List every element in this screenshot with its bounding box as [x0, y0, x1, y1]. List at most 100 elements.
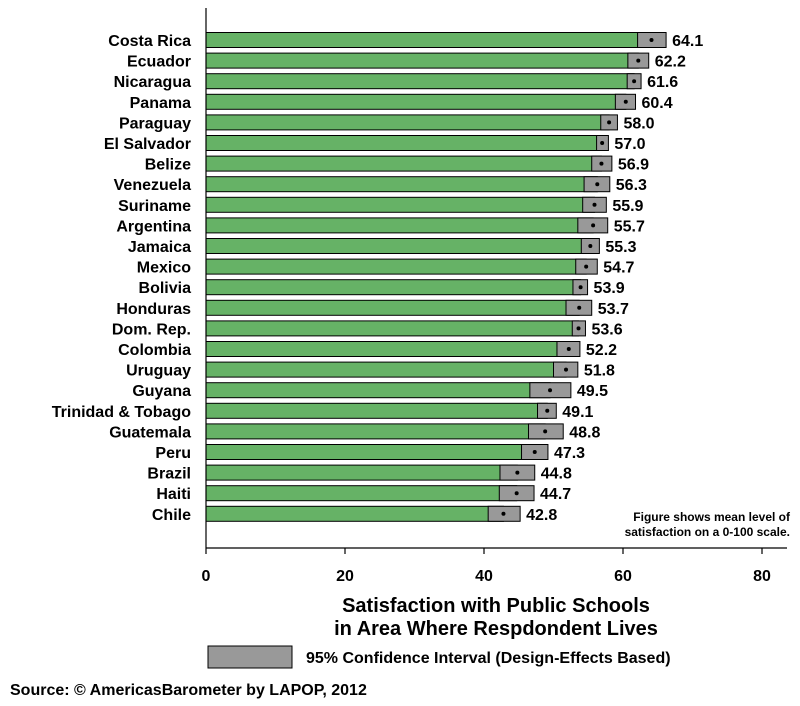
category-label-honduras: Honduras — [116, 301, 191, 318]
mean-dot-chile — [501, 511, 506, 516]
value-label-paraguay: 58.0 — [623, 115, 654, 132]
category-label-suriname: Suriname — [118, 198, 191, 215]
mean-dot-argentina — [591, 223, 596, 228]
mean-dot-nicaragua — [632, 79, 637, 84]
value-label-haiti: 44.7 — [540, 486, 571, 503]
value-label-bolivia: 53.9 — [594, 280, 625, 297]
bar-bolivia — [205, 279, 582, 296]
bar-guatemala — [205, 423, 546, 440]
legend-label: 95% Confidence Interval (Design-Effects … — [306, 650, 671, 667]
value-label-panama: 60.4 — [642, 95, 673, 112]
value-label-dom-rep: 53.6 — [591, 321, 622, 338]
category-label-trinidad-tobago: Trinidad & Tobago — [52, 404, 191, 421]
mean-dot-guatemala — [543, 429, 548, 434]
category-label-paraguay: Paraguay — [119, 115, 191, 132]
mean-dot-guyana — [548, 388, 553, 393]
mean-dot-trinidad-tobago — [545, 408, 550, 413]
mean-dot-honduras — [577, 305, 582, 310]
category-label-haiti: Haiti — [156, 486, 191, 503]
value-label-guyana: 49.5 — [577, 383, 608, 400]
bar-argentina — [205, 217, 594, 234]
bar-jamaica — [205, 238, 591, 254]
x-tick-label-60: 60 — [614, 568, 632, 585]
bar-mexico — [205, 258, 587, 275]
category-label-colombia: Colombia — [118, 342, 191, 359]
mean-dot-bolivia — [578, 285, 583, 290]
mean-dot-brazil — [515, 470, 520, 475]
mean-dot-peru — [532, 450, 537, 454]
category-label-chile: Chile — [152, 507, 191, 524]
value-label-suriname: 55.9 — [612, 198, 643, 215]
mean-dot-ecuador — [636, 58, 641, 63]
bar-paraguay — [205, 114, 610, 131]
category-label-el-salvador: El Salvador — [104, 136, 191, 153]
x-tick-label-40: 40 — [475, 568, 493, 585]
bar-colombia — [205, 341, 570, 357]
category-label-venezuela: Venezuela — [114, 177, 191, 194]
bar-trinidad-tobago — [205, 402, 548, 419]
value-label-guatemala: 48.8 — [569, 424, 600, 441]
bar-honduras — [205, 299, 580, 316]
bar-nicaragua — [205, 73, 635, 90]
figure-note-line1: Figure shows mean level of — [633, 510, 791, 524]
category-label-guyana: Guyana — [132, 383, 191, 400]
figure-note-line2: satisfaction on a 0-100 scale. — [625, 525, 790, 539]
bar-brazil — [205, 464, 518, 481]
category-label-costa-rica: Costa Rica — [108, 33, 191, 50]
bar-ecuador — [205, 52, 639, 69]
category-label-belize: Belize — [145, 157, 191, 174]
x-axis-title-line1: Satisfaction with Public Schools — [342, 595, 650, 617]
category-label-brazil: Brazil — [147, 466, 191, 483]
bar-suriname — [205, 196, 596, 213]
mean-dot-costa-rica — [649, 38, 654, 42]
mean-dot-jamaica — [588, 244, 593, 248]
mean-dot-haiti — [514, 491, 519, 496]
value-label-chile: 42.8 — [526, 507, 557, 524]
value-label-peru: 47.3 — [554, 445, 585, 462]
source-note: Source: © AmericasBarometer by LAPOP, 20… — [10, 682, 367, 699]
bar-guyana — [205, 382, 551, 399]
value-label-venezuela: 56.3 — [616, 177, 647, 194]
category-label-jamaica: Jamaica — [128, 239, 191, 256]
bar-panama — [205, 93, 627, 110]
value-label-belize: 56.9 — [618, 157, 649, 174]
bar-venezuela — [205, 176, 598, 193]
value-label-honduras: 53.7 — [598, 301, 629, 318]
bar-peru — [205, 444, 536, 460]
mean-dot-mexico — [584, 264, 589, 269]
value-label-jamaica: 55.3 — [605, 239, 636, 256]
bar-uruguay — [205, 361, 567, 378]
bar-haiti — [205, 485, 518, 502]
x-tick-label-20: 20 — [336, 568, 354, 585]
category-label-peru: Peru — [155, 445, 191, 462]
bar-el-salvador — [205, 135, 603, 151]
category-label-ecuador: Ecuador — [127, 54, 191, 71]
mean-dot-el-salvador — [600, 141, 605, 145]
category-label-uruguay: Uruguay — [126, 363, 191, 380]
value-label-costa-rica: 64.1 — [672, 33, 703, 50]
x-tick-label-80: 80 — [753, 568, 771, 585]
mean-dot-paraguay — [607, 120, 612, 125]
category-label-guatemala: Guatemala — [109, 424, 191, 441]
bar-costa-rica — [205, 32, 652, 48]
mean-dot-suriname — [592, 202, 597, 207]
bar-belize — [205, 155, 602, 172]
value-label-brazil: 44.8 — [541, 466, 572, 483]
value-label-ecuador: 62.2 — [655, 54, 686, 71]
category-label-bolivia: Bolivia — [139, 280, 192, 297]
value-label-colombia: 52.2 — [586, 342, 617, 359]
value-label-mexico: 54.7 — [603, 260, 634, 277]
mean-dot-panama — [623, 99, 628, 104]
mean-dot-colombia — [566, 347, 571, 351]
category-label-dom-rep: Dom. Rep. — [112, 321, 191, 338]
mean-dot-dom-rep — [576, 326, 581, 331]
mean-dot-uruguay — [564, 367, 569, 372]
category-label-argentina: Argentina — [116, 218, 191, 235]
bar-chile — [205, 505, 504, 522]
value-label-uruguay: 51.8 — [584, 363, 615, 380]
value-label-nicaragua: 61.6 — [647, 74, 678, 91]
x-tick-label-0: 0 — [202, 568, 211, 585]
category-label-panama: Panama — [130, 95, 191, 112]
x-axis-title-line2: in Area Where Respdondent Lives — [334, 618, 658, 640]
